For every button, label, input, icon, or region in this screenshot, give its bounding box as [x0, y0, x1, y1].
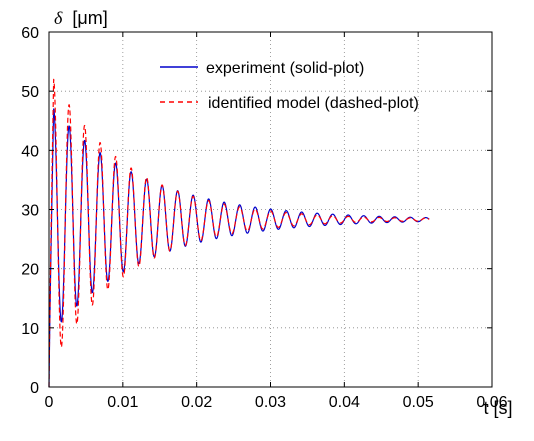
y-axis-unit: [μm]: [72, 8, 107, 28]
x-tick-label: 0: [45, 394, 54, 411]
x-tick-label: 0.02: [181, 394, 212, 411]
y-tick-label: 60: [21, 25, 39, 42]
legend: experiment (solid-plot) identified model…: [160, 60, 419, 112]
x-tick-label: 0.03: [255, 394, 286, 411]
series-line-model: [48, 78, 430, 388]
y-axis-label: δ [μm]: [54, 8, 108, 28]
y-axis-symbol: δ: [54, 8, 63, 28]
y-tick-label: 40: [21, 143, 39, 160]
x-tick-label: 0.01: [107, 394, 138, 411]
y-tick-label: 30: [21, 203, 39, 220]
y-tick-label: 10: [21, 321, 39, 338]
axis-ticks: 0 0.01 0.02 0.03 0.04 0.05 0.06 0 10 20 30 40 50 60: [21, 25, 507, 411]
x-tick-label: 0.06: [476, 394, 507, 411]
series-layer: [48, 78, 430, 388]
y-tick-label: 50: [21, 84, 39, 101]
x-tick-label: 0.05: [403, 394, 434, 411]
legend-label-experiment: experiment (solid-plot): [206, 60, 364, 77]
x-tick-label: 0.04: [329, 394, 360, 411]
y-tick-label: 20: [21, 262, 39, 279]
y-tick-label: 0: [30, 380, 39, 397]
x-axis-label: t [s]: [483, 398, 512, 418]
legend-label-model: identified model (dashed-plot): [208, 95, 419, 112]
